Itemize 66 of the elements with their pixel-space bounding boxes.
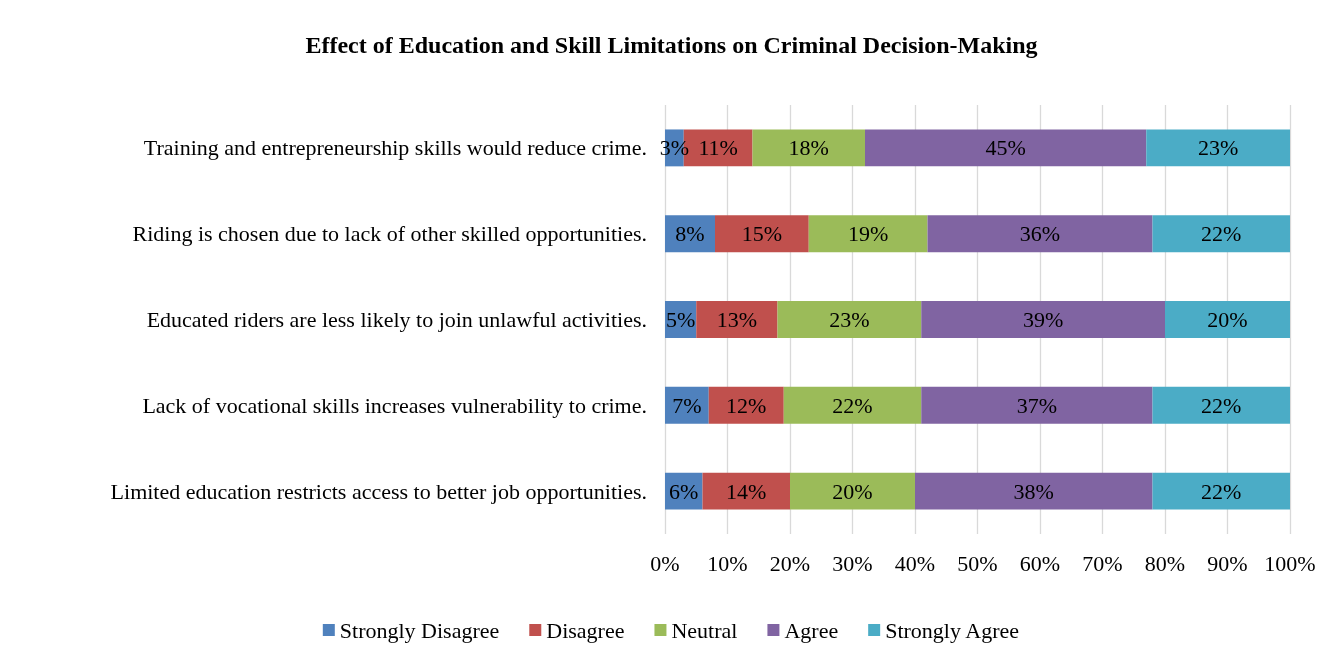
x-tick-label: 10% [707, 550, 748, 576]
legend-label: Strongly Agree [885, 617, 1019, 643]
x-tick-label: 90% [1207, 550, 1248, 576]
bar [1152, 215, 1290, 253]
bar [865, 129, 1147, 167]
data-label: 13% [716, 307, 758, 332]
data-label: 7% [672, 392, 702, 418]
data-label: 19% [847, 221, 889, 247]
legend-label: Neutral [671, 617, 738, 643]
data-label: 37% [1016, 392, 1058, 418]
x-tick-label: 50% [957, 550, 998, 576]
bar [1165, 301, 1290, 338]
bar [708, 386, 784, 424]
data-label: 22% [1201, 392, 1242, 418]
legend-label: Agree [784, 617, 839, 643]
legend-label: Strongly Disagree [339, 617, 500, 643]
data-label: 23% [829, 307, 870, 332]
x-tick-label: 60% [1019, 550, 1061, 576]
data-label: 20% [1207, 307, 1248, 332]
data-label: 22% [1201, 221, 1242, 247]
x-tick-label: 80% [1144, 550, 1186, 576]
bar [1152, 386, 1290, 424]
bar [715, 215, 809, 253]
data-label: 22% [832, 392, 873, 418]
y-tick-label: Riding is chosen due to lack of other skilled opportunities. [132, 221, 647, 247]
bar [696, 301, 778, 338]
data-label: 6% [669, 478, 699, 504]
bar [1146, 129, 1290, 167]
bar [752, 129, 865, 167]
x-tick-label: 0% [650, 550, 680, 576]
x-tick-label: 70% [1082, 550, 1123, 576]
bar [927, 215, 1153, 253]
chart-title: Effect of Education and Skill Limitations on Criminal Decision-Making [305, 32, 1038, 58]
bar [1152, 472, 1290, 510]
x-tick-label: 40% [894, 550, 936, 576]
x-tick-label: 20% [769, 550, 811, 576]
data-label: 5% [665, 307, 696, 332]
data-label: 45% [985, 135, 1026, 161]
data-label: 22% [1201, 478, 1242, 504]
y-tick-label: Training and entrepreneurship skills would reduce crime. [143, 135, 647, 161]
y-tick-label: Lack of vocational skills increases vulnerability to crime. [142, 392, 647, 418]
data-label: 39% [1022, 307, 1064, 332]
bar [921, 301, 1165, 338]
bar [783, 386, 922, 424]
bar [808, 215, 928, 253]
data-label: 18% [788, 135, 829, 161]
data-label: 20% [832, 478, 873, 504]
data-label: 23% [1197, 135, 1239, 161]
bar [921, 386, 1153, 424]
y-tick-label: Educated riders are less likely to join unlawful activities. [146, 307, 647, 332]
bar [702, 472, 790, 510]
data-label: 15% [741, 221, 783, 247]
y-tick-label: Limited education restricts access to better job opportunities. [110, 478, 647, 504]
data-label: 14% [726, 478, 767, 504]
bar [915, 472, 1153, 510]
x-tick-label: 100% [1264, 550, 1316, 576]
data-label: 36% [1019, 221, 1061, 247]
bar [790, 472, 915, 510]
bar [777, 301, 922, 338]
data-label: 11% [698, 135, 738, 161]
bar [665, 386, 709, 424]
data-label: 38% [1013, 478, 1054, 504]
x-tick-label: 30% [832, 550, 873, 576]
legend-label: Disagree [546, 617, 625, 643]
data-label: 8% [675, 221, 705, 247]
data-label: 12% [726, 392, 767, 418]
